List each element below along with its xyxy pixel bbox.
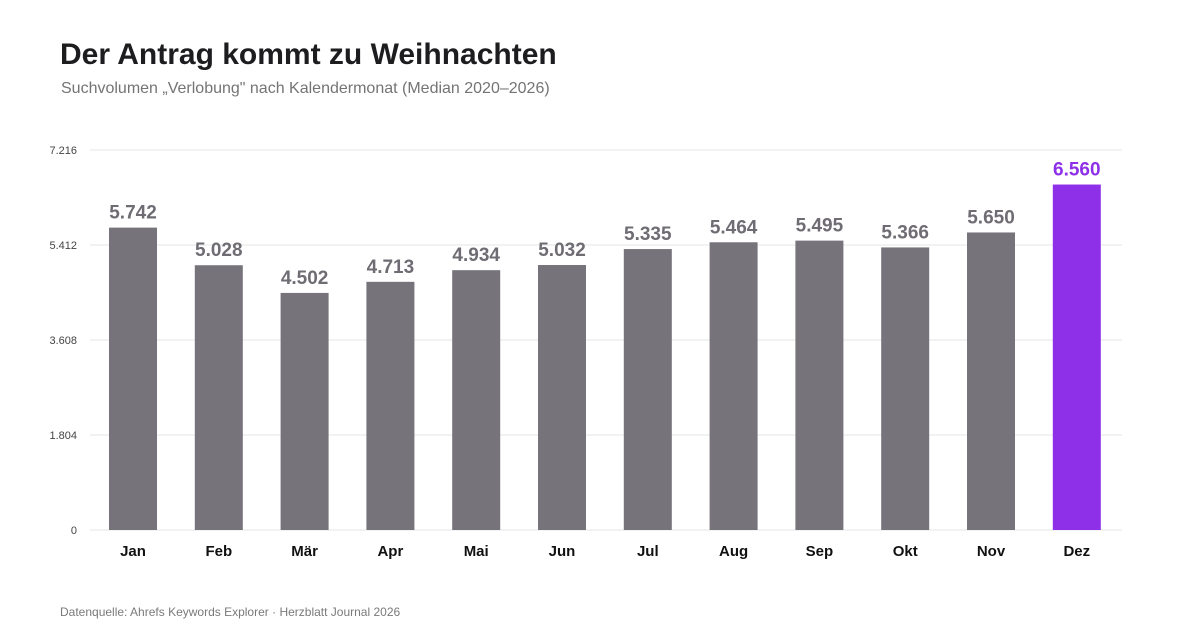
value-label: 6.560 xyxy=(1053,160,1101,181)
x-axis-labels: Jan Feb Mär Apr Mai Jun Jul Aug Sep Okt Nov Dez xyxy=(120,543,1090,560)
bar-feb xyxy=(194,265,243,530)
bar-jan xyxy=(109,227,157,530)
value-label: 4.713 xyxy=(367,257,415,278)
x-tick-label: Aug xyxy=(719,543,748,560)
value-label: 4.934 xyxy=(452,245,500,266)
bar-jun xyxy=(538,265,586,530)
bar-dez xyxy=(1052,184,1101,530)
bar-aug xyxy=(709,242,758,530)
chart-title: Der Antrag kommt zu Weihnachten xyxy=(60,38,557,71)
value-label: 5.650 xyxy=(967,207,1015,228)
x-tick-label: Jul xyxy=(637,543,659,560)
value-label: 5.028 xyxy=(195,240,243,261)
bar-jul xyxy=(623,249,672,530)
y-tick-label: 1.804 xyxy=(49,430,77,442)
bar-apr xyxy=(366,281,415,530)
x-tick-label: Okt xyxy=(893,543,918,560)
chart-subtitle: Suchvolumen „Verlobung" nach Kalendermon… xyxy=(61,80,550,97)
source-footer: Datenquelle: Ahrefs Keywords Explorer · … xyxy=(60,605,401,619)
value-label: 5.366 xyxy=(881,222,929,243)
bar-okt xyxy=(881,247,930,530)
grid-lines xyxy=(90,149,1122,531)
value-label: 5.495 xyxy=(796,216,844,237)
y-axis-ticks: 0 1.804 3.608 5.412 7.216 xyxy=(49,145,77,537)
value-label: 4.502 xyxy=(281,268,329,289)
value-label: 5.032 xyxy=(538,240,586,261)
x-tick-label: Mai xyxy=(464,543,489,560)
y-tick-label: 0 xyxy=(71,525,77,537)
x-tick-label: Sep xyxy=(806,543,834,560)
y-tick-label: 7.216 xyxy=(49,145,77,157)
x-tick-label: Nov xyxy=(977,543,1006,560)
x-tick-label: Mär xyxy=(291,543,318,560)
x-tick-label: Jan xyxy=(120,543,146,560)
x-tick-label: Feb xyxy=(205,543,232,560)
x-tick-label: Jun xyxy=(549,543,576,560)
value-label: 5.742 xyxy=(109,203,157,224)
bar-mai xyxy=(452,270,501,530)
bars xyxy=(109,184,1101,530)
value-label: 5.335 xyxy=(624,224,672,245)
value-label: 5.464 xyxy=(710,217,758,238)
x-tick-label: Dez xyxy=(1063,543,1090,560)
bar-nov xyxy=(967,232,1015,530)
bar-sep xyxy=(795,240,844,530)
bar-mär xyxy=(280,292,329,530)
x-tick-label: Apr xyxy=(377,543,403,560)
y-tick-label: 3.608 xyxy=(49,335,77,347)
value-labels: 5.742 5.028 4.502 4.713 4.934 5.032 5.335 5.464… xyxy=(109,160,1100,289)
y-tick-label: 5.412 xyxy=(49,240,77,252)
